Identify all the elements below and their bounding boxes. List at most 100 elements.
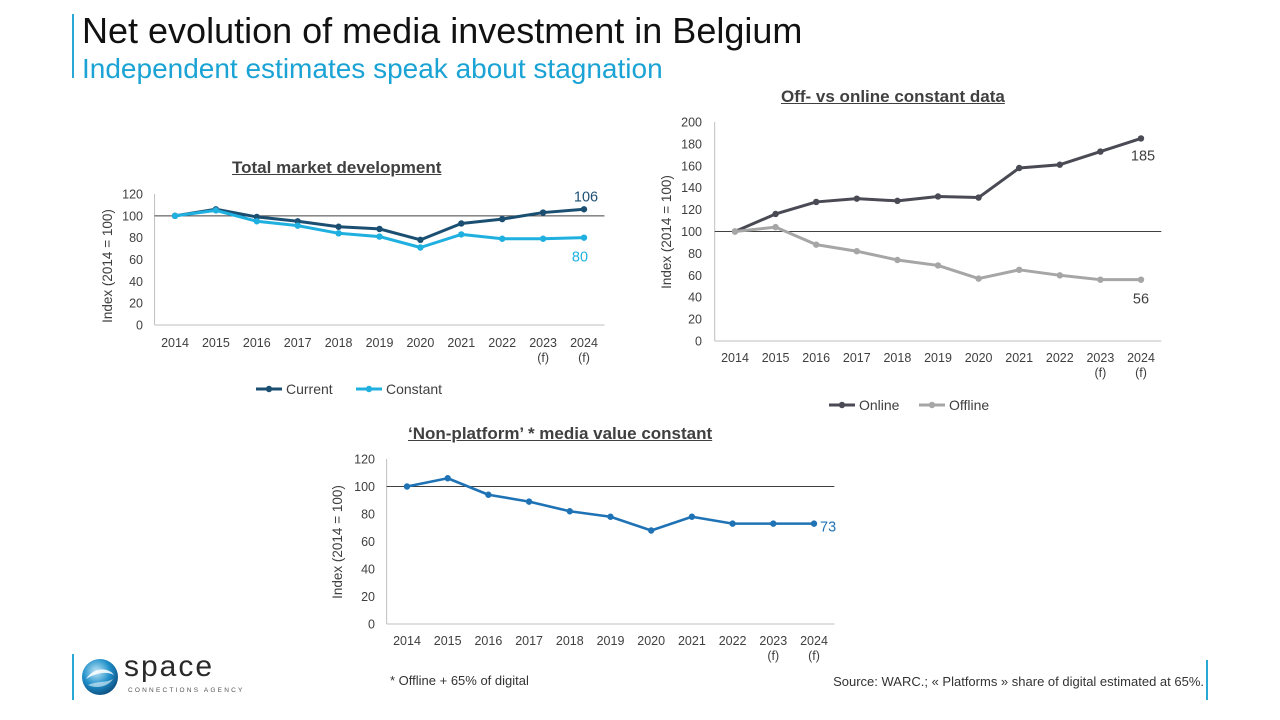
data-point-constant (376, 233, 383, 240)
y-tick-label: 140 (681, 181, 702, 195)
y-tick-label: 60 (129, 253, 143, 267)
x-tick-label: 2014 (393, 634, 421, 648)
data-point-constant (212, 207, 220, 214)
data-point-online (772, 210, 779, 218)
x-tick-label: 2019 (597, 634, 625, 648)
y-tick-label: 80 (361, 508, 375, 522)
legend-label-online: Online (859, 397, 900, 413)
data-point-constant (171, 212, 179, 220)
y-tick-label: 20 (129, 297, 143, 311)
y-tick-label: 60 (361, 535, 375, 549)
data-point-current (335, 223, 342, 230)
x-tick-label: 2023 (f) (529, 336, 557, 365)
x-tick-label: 2020 (406, 336, 434, 350)
data-point-online (1097, 148, 1104, 155)
legend-marker-offline (928, 401, 936, 409)
data-label-end-constant: 80 (572, 250, 588, 266)
y-axis-title: Index (2014 = 100) (330, 485, 345, 599)
data-point-online (1137, 135, 1145, 142)
data-point-current (539, 209, 547, 216)
y-tick-label: 100 (681, 225, 702, 239)
data-point-non-platform (566, 508, 573, 515)
x-tick-label: 2022 (488, 336, 516, 350)
data-point-non-platform (444, 475, 451, 482)
data-point-online (813, 198, 820, 206)
logo-wordmark: space (124, 650, 215, 683)
legend-label-offline: Offline (949, 397, 989, 413)
data-point-constant (499, 235, 506, 242)
legend-marker-current (265, 385, 273, 393)
chart-title-total: Total market development (232, 158, 442, 177)
data-point-current (499, 215, 506, 223)
x-tick-label: 2022 (719, 634, 747, 648)
data-point-offline (813, 241, 820, 248)
x-tick-label: 2015 (762, 351, 790, 365)
data-point-non-platform (688, 513, 696, 520)
x-tick-label: 2022 (1046, 351, 1074, 365)
data-point-offline (1016, 266, 1023, 274)
y-tick-label: 60 (688, 269, 702, 283)
y-tick-label: 0 (136, 319, 143, 333)
y-tick-label: 80 (688, 247, 702, 261)
page-title: Net evolution of media investment in Bel… (82, 10, 803, 51)
x-tick-label: 2014 (721, 351, 749, 365)
y-tick-label: 160 (681, 159, 702, 173)
x-tick-label: 2015 (202, 336, 230, 350)
chart-title-offon: Off- vs online constant data (781, 87, 1005, 106)
data-point-offline (853, 248, 860, 255)
data-point-offline (1056, 272, 1064, 279)
source-accent-bar (1206, 660, 1208, 700)
data-point-constant (294, 222, 301, 229)
data-point-offline (772, 223, 779, 231)
legend-label-current: Current (286, 381, 333, 397)
x-tick-label: 2017 (284, 336, 312, 350)
data-point-online (975, 194, 982, 201)
data-point-constant (253, 218, 260, 225)
logo-tagline: CONNECTIONS AGENCY (128, 687, 245, 694)
x-tick-label: 2019 (924, 351, 952, 365)
y-tick-label: 40 (361, 563, 375, 577)
x-tick-label: 2021 (678, 634, 706, 648)
x-tick-label: 2017 (515, 634, 543, 648)
y-tick-label: 120 (681, 203, 702, 217)
data-point-current (417, 236, 424, 244)
data-point-offline (894, 256, 901, 264)
data-label-end-online: 185 (1131, 148, 1155, 164)
x-tick-label: 2021 (1005, 351, 1033, 365)
y-tick-label: 120 (122, 188, 143, 202)
x-tick-label: 2018 (325, 336, 353, 350)
y-axis-title: Index (2014 = 100) (100, 209, 115, 323)
x-tick-label: 2018 (556, 634, 584, 648)
data-point-non-platform (648, 527, 655, 534)
page-subtitle: Independent estimates speak about stagna… (82, 53, 663, 84)
data-point-non-platform (403, 483, 411, 490)
x-tick-label: 2020 (637, 634, 665, 648)
data-point-constant (580, 234, 588, 241)
y-tick-label: 40 (129, 275, 143, 289)
y-tick-label: 40 (688, 291, 702, 305)
x-tick-label: 2023 (f) (759, 634, 787, 663)
data-point-online (1016, 164, 1023, 172)
y-tick-label: 180 (681, 137, 702, 151)
x-tick-label: 2024 (f) (1127, 351, 1155, 380)
data-point-offline (1137, 276, 1145, 283)
x-tick-label: 2024 (f) (570, 336, 598, 365)
x-tick-label: 2019 (366, 336, 394, 350)
data-label-end-offline: 56 (1133, 292, 1149, 308)
data-point-constant (417, 244, 424, 251)
legend-marker-constant (365, 385, 373, 393)
y-tick-label: 0 (695, 335, 702, 349)
x-tick-label: 2024 (f) (800, 634, 828, 663)
data-point-online (853, 195, 860, 202)
data-label-end-current: 106 (574, 189, 598, 205)
x-tick-label: 2016 (243, 336, 271, 350)
data-point-non-platform (485, 491, 492, 498)
x-tick-label: 2020 (965, 351, 993, 365)
x-tick-label: 2021 (447, 336, 475, 350)
y-tick-label: 120 (354, 453, 375, 467)
data-point-non-platform (607, 513, 614, 520)
data-point-online (1056, 161, 1064, 168)
y-tick-label: 100 (122, 209, 143, 223)
